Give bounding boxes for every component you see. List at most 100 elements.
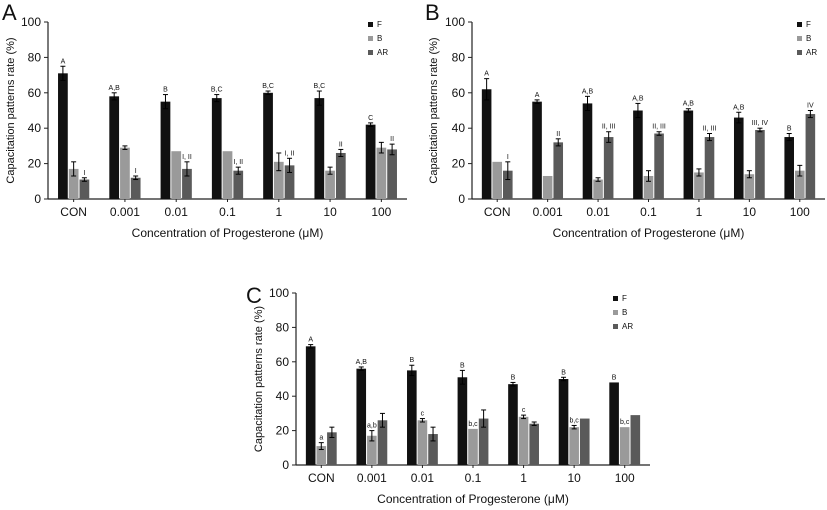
x-tick-label: 0.001 [357, 471, 387, 485]
x-tick-label: 0.1 [465, 471, 482, 485]
y-tick-label: 60 [28, 86, 42, 100]
bar-ar [233, 170, 244, 199]
y-axis-label: Capacitation patterns rate (%) [253, 306, 265, 452]
bar-b [643, 175, 654, 199]
bar-ar [478, 418, 489, 465]
y-tick-label: 100 [21, 15, 41, 29]
bar-b [273, 161, 284, 199]
y-tick-label: 0 [34, 192, 41, 206]
y-tick-label: 20 [276, 424, 290, 438]
x-axis-label: Concentration of Progesterone (μM) [132, 226, 324, 240]
significance-label: IV [807, 103, 814, 110]
panel-letter-c: C [246, 283, 262, 308]
bar-ar [579, 418, 590, 465]
bar-ar [503, 170, 513, 199]
significance-label: c [421, 411, 425, 418]
bar-ar [529, 423, 539, 465]
bar-b [518, 416, 529, 465]
x-tick-label: 0.001 [110, 205, 140, 219]
bar-b [316, 446, 327, 465]
bar-b [468, 428, 478, 465]
bar-f [733, 117, 744, 199]
significance-label: B [511, 374, 516, 381]
legend-label-b: B [622, 308, 627, 317]
y-tick-label: 20 [452, 157, 466, 171]
x-tick-label: 0.01 [411, 471, 435, 485]
bar-f [683, 110, 694, 199]
y-tick-label: 40 [452, 121, 466, 135]
legend-swatch-f [797, 22, 802, 27]
significance-label: B,C [313, 83, 325, 90]
legend-label-b: B [377, 34, 382, 43]
bar-f [457, 377, 468, 465]
significance-label: I, II [285, 150, 295, 157]
bar-f [365, 124, 376, 199]
legend-swatch-ar [613, 324, 618, 329]
significance-label: A [484, 71, 489, 78]
x-tick-label: 100 [790, 205, 810, 219]
bar-b [569, 427, 579, 465]
significance-label: A [308, 337, 313, 344]
bar-b [222, 151, 233, 199]
bar-f [407, 370, 417, 465]
significance-label: A,B [733, 104, 745, 111]
significance-label: B [787, 126, 792, 133]
y-tick-label: 0 [458, 192, 465, 206]
x-tick-label: CON [484, 205, 511, 219]
significance-label: I [507, 154, 509, 161]
significance-label: II [390, 136, 394, 143]
bar-f [582, 103, 593, 199]
y-tick-label: 40 [28, 121, 42, 135]
bar-ar [182, 168, 192, 199]
bar-f [633, 110, 643, 199]
bar-b [376, 147, 387, 199]
significance-label: B [460, 362, 465, 369]
bar-b [367, 435, 377, 465]
bar-ar [284, 165, 295, 199]
x-tick-label: CON [60, 205, 87, 219]
x-tick-label: 0.1 [640, 205, 657, 219]
significance-label: B [612, 374, 617, 381]
significance-label: a,b [367, 423, 377, 430]
legend-swatch-ar [368, 50, 373, 55]
x-tick-label: 0.01 [586, 205, 610, 219]
y-tick-label: 0 [282, 458, 289, 472]
significance-label: II, III [602, 124, 616, 131]
bar-b [325, 170, 335, 199]
significance-label: II [339, 141, 343, 148]
significance-label: II, III [652, 124, 666, 131]
chart-panel-c: C 0 20 40 60 80 100 Capacitation patterns rate… [246, 283, 650, 506]
x-axis-label: Concentration of Progesterone (μM) [377, 492, 569, 506]
significance-label: I [83, 170, 85, 177]
x-tick-label: 0.01 [165, 205, 189, 219]
bar-b [171, 151, 182, 199]
x-tick-label: 100 [615, 471, 635, 485]
legend-swatch-b [368, 36, 373, 41]
x-tick-label: 1 [275, 205, 282, 219]
y-tick-label: 60 [276, 355, 290, 369]
x-tick-label: CON [308, 471, 335, 485]
bar-ar [377, 420, 388, 465]
bar-ar [130, 177, 141, 199]
bar-ar [630, 415, 641, 465]
y-axis-label: Capacitation patterns rate (%) [428, 37, 440, 183]
significance-label: b,c [620, 419, 630, 426]
y-tick-label: 40 [276, 389, 290, 403]
significance-label: B,C [211, 87, 223, 94]
legend-swatch-b [613, 310, 618, 315]
significance-label: I, II [233, 159, 243, 166]
bar-f [211, 98, 222, 199]
bar-f [58, 73, 68, 199]
legend-label-ar: AR [377, 48, 388, 57]
bar-b [744, 174, 755, 199]
y-tick-label: 60 [452, 86, 466, 100]
bar-f [160, 101, 171, 199]
bar-ar [553, 142, 564, 199]
bar-f [314, 98, 325, 199]
x-tick-label: 0.001 [533, 205, 563, 219]
x-tick-label: 10 [323, 205, 337, 219]
panel-letter-b: B [425, 0, 440, 25]
bar-f [784, 137, 794, 199]
bar-b [120, 147, 130, 199]
significance-label: A,B [582, 88, 594, 95]
